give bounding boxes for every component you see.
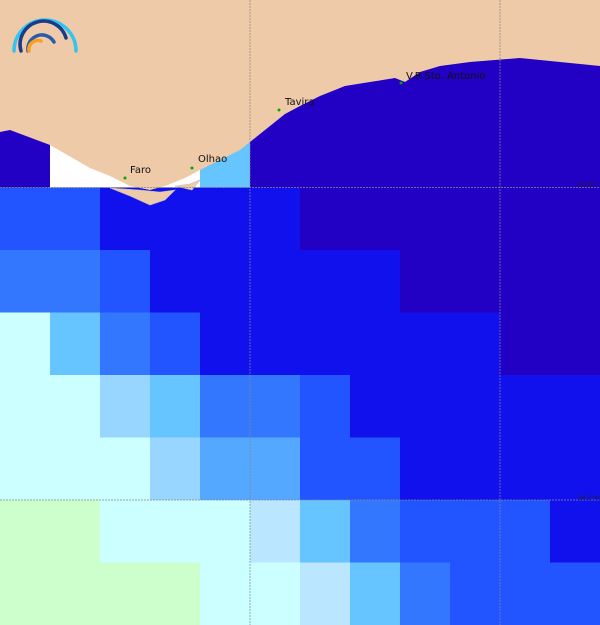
place-label-faro: Faro [130, 165, 151, 176]
grid-cell [350, 500, 400, 563]
grid-cell [350, 375, 400, 438]
grid-cell [300, 562, 350, 625]
grid-cell [250, 187, 300, 250]
grid-cell [150, 312, 200, 375]
place-label-tavira: Tavira [284, 97, 315, 108]
grid-cell [550, 562, 600, 625]
grid-cell [400, 437, 450, 500]
place-markers [123, 81, 403, 180]
grid-cell [450, 312, 500, 375]
grid-cell [200, 500, 250, 563]
grid-cell [200, 375, 250, 438]
grid-cell [0, 562, 50, 625]
lat-label-37: 37°N [578, 182, 593, 189]
grid-cell [350, 250, 400, 313]
grid-cell [150, 437, 200, 500]
grid-cell [300, 250, 350, 313]
place-marker [277, 108, 281, 112]
grid-cell [150, 375, 200, 438]
grid-cell [300, 375, 350, 438]
grid-cell [300, 437, 350, 500]
grid-cell [450, 437, 500, 500]
grid-cell [500, 250, 550, 313]
grid-cell [250, 375, 300, 438]
grid-cell [50, 250, 100, 313]
grid-cell [100, 312, 150, 375]
place-marker [123, 176, 127, 180]
grid-cell [500, 187, 550, 250]
grid-cell [200, 437, 250, 500]
grid-cell [150, 562, 200, 625]
grid-cell [0, 500, 50, 563]
grid-cell [400, 562, 450, 625]
grid-cell [300, 312, 350, 375]
grid-cell [450, 375, 500, 438]
grid-cell [250, 500, 300, 563]
grid-cell [550, 250, 600, 313]
grid-cell [450, 500, 500, 563]
grid-cell [350, 437, 400, 500]
grid-cell [0, 312, 50, 375]
grid-cell [0, 250, 50, 313]
grid-cell [150, 500, 200, 563]
grid-cell [100, 500, 150, 563]
grid-cell [350, 187, 400, 250]
grid-cell [500, 562, 550, 625]
grid-cell [500, 375, 550, 438]
grid-cell [50, 187, 100, 250]
place-label-vrsa: V.R.Sto. Antonio [406, 71, 486, 82]
place-marker [399, 81, 403, 85]
grid-cell [500, 312, 550, 375]
grid-cell [50, 375, 100, 438]
place-marker [190, 166, 194, 170]
grid-cell [100, 375, 150, 438]
grid-cell [200, 187, 250, 250]
grid-cell [550, 187, 600, 250]
grid-cell [150, 250, 200, 313]
grid-cell [550, 437, 600, 500]
grid-cell [400, 500, 450, 563]
grid-cell [50, 312, 100, 375]
grid-cell [450, 562, 500, 625]
grid-cell [50, 562, 100, 625]
grid-cell [250, 437, 300, 500]
grid-cell [500, 437, 550, 500]
grid-cell [250, 312, 300, 375]
grid-cell [550, 375, 600, 438]
grid-cell [0, 437, 50, 500]
grid-cell [100, 562, 150, 625]
grid-cell [300, 187, 350, 250]
grid-cell [400, 312, 450, 375]
grid-cell [450, 187, 500, 250]
grid-cell [0, 375, 50, 438]
logo [12, 18, 78, 53]
grid-cell [50, 500, 100, 563]
grid-cell [200, 562, 250, 625]
grid-cell [350, 312, 400, 375]
grid-cell [300, 500, 350, 563]
land-mass [0, 0, 600, 190]
lat-label-36-5: 36.5°N [578, 495, 599, 502]
place-label-olhao: Olhao [198, 154, 227, 165]
grid-cell [550, 312, 600, 375]
grid-cell [250, 250, 300, 313]
grid-cell [100, 437, 150, 500]
grid-cell [350, 562, 400, 625]
grid-cell [550, 500, 600, 563]
grid-cell [100, 250, 150, 313]
grid-cell [400, 187, 450, 250]
grid-cell [50, 437, 100, 500]
grid-cell [400, 250, 450, 313]
grid-cell [200, 250, 250, 313]
grid-cell [450, 250, 500, 313]
grid-cell [0, 187, 50, 250]
grid-cell [500, 500, 550, 563]
grid-cell [400, 375, 450, 438]
grid-cell [250, 562, 300, 625]
grid-cell [200, 312, 250, 375]
